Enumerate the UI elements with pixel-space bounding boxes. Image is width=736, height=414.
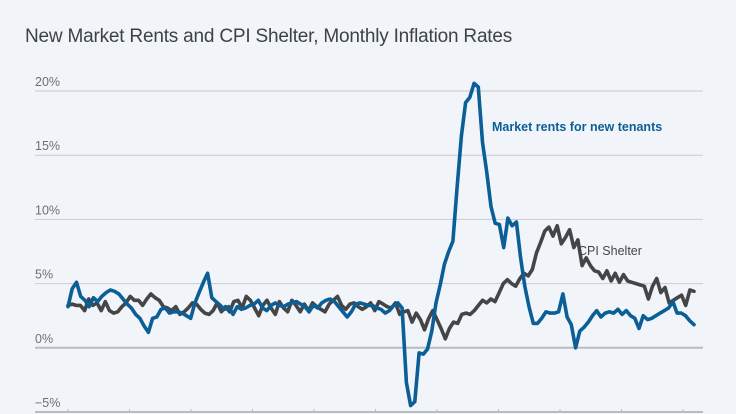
series-line-cpi-shelter — [66, 224, 696, 341]
chart-title: New Market Rents and CPI Shelter, Monthl… — [25, 26, 513, 47]
y-tick-label: 5% — [35, 268, 53, 282]
y-tick-label: 20% — [35, 75, 60, 89]
y-axis-ticks: 20% 15% 10% 5% 0% −5% — [35, 75, 60, 410]
y-tick-label: 10% — [35, 203, 60, 217]
series-lines — [66, 81, 696, 408]
series-line-market-rents — [66, 81, 696, 408]
series-label-cpi-shelter: CPI Shelter — [578, 244, 642, 258]
x-axis — [67, 409, 684, 412]
series-label-market-rents: Market rents for new tenants — [492, 120, 662, 134]
y-tick-label: −5% — [35, 396, 60, 410]
y-tick-label: 15% — [35, 139, 60, 153]
gridlines — [35, 90, 703, 413]
y-tick-label: 0% — [35, 332, 53, 346]
